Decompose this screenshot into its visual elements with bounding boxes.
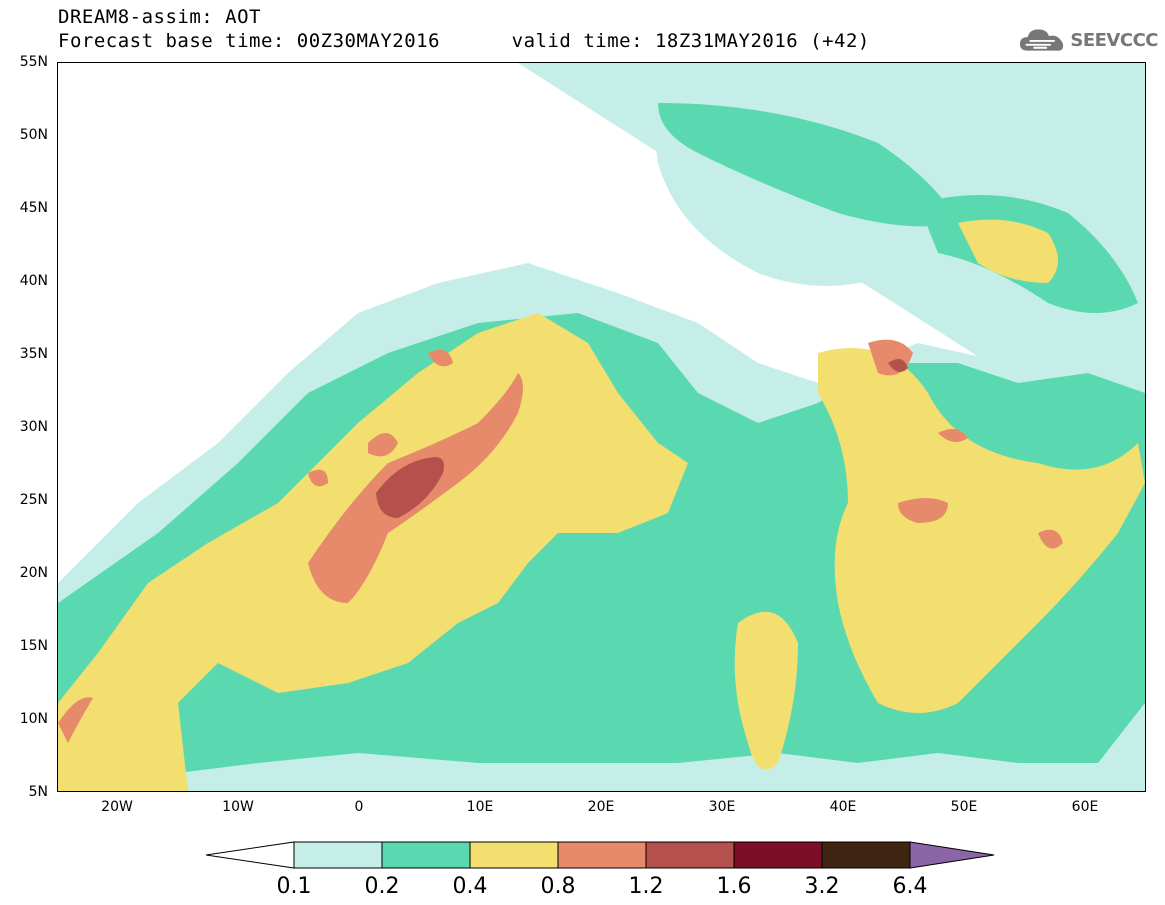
colorbar-label: 0.4 — [452, 874, 488, 899]
lon-label: 20W — [101, 799, 133, 815]
colorbar-label: 6.4 — [892, 874, 928, 899]
aot-1.2-region — [376, 359, 908, 518]
colorbar-swatch — [293, 841, 383, 869]
lon-label: 20E — [587, 799, 615, 815]
colorbar-swatch — [821, 841, 911, 869]
lat-label: 15N — [19, 638, 48, 654]
colorbar-swatch — [733, 841, 823, 869]
colorbar — [206, 841, 995, 869]
lon-label: 50E — [950, 799, 978, 815]
lat-label: 20N — [19, 565, 48, 581]
colorbar-label: 1.2 — [628, 874, 664, 899]
lon-label: 0 — [354, 799, 364, 815]
map-title: DREAM8-assim: AOT — [58, 6, 261, 28]
logo-text: SEEVCCC — [1070, 29, 1158, 51]
map-area — [57, 62, 1146, 792]
lat-label: 10N — [19, 711, 48, 727]
colorbar-swatch — [469, 841, 559, 869]
lon-label: 30E — [708, 799, 736, 815]
colorbar-swatch — [645, 841, 735, 869]
lon-label: 10W — [222, 799, 254, 815]
seevccc-logo: SEEVCCC — [1018, 22, 1158, 58]
colorbar-swatch — [206, 841, 295, 869]
map-subtitle: Forecast base time: 00Z30MAY2016 valid t… — [58, 30, 870, 52]
lat-label: 55N — [19, 54, 48, 70]
lat-label: 5N — [28, 784, 48, 800]
lon-label: 40E — [829, 799, 857, 815]
cloud-icon — [1019, 29, 1064, 51]
colorbar-label: 3.2 — [804, 874, 840, 899]
colorbar-swatch — [909, 841, 995, 869]
lat-label: 35N — [19, 346, 48, 362]
lat-label: 25N — [19, 492, 48, 508]
colorbar-swatch — [557, 841, 647, 869]
lat-label: 30N — [19, 419, 48, 435]
lon-label: 60E — [1071, 799, 1099, 815]
lat-label: 45N — [19, 200, 48, 216]
colorbar-label: 0.2 — [364, 874, 400, 899]
lat-label: 50N — [19, 127, 48, 143]
lat-label: 40N — [19, 273, 48, 289]
colorbar-swatch — [381, 841, 471, 869]
colorbar-label: 0.8 — [540, 874, 576, 899]
colorbar-label: 1.6 — [716, 874, 752, 899]
lon-label: 10E — [466, 799, 494, 815]
colorbar-label: 0.1 — [276, 874, 312, 899]
aot-field — [58, 63, 1145, 791]
